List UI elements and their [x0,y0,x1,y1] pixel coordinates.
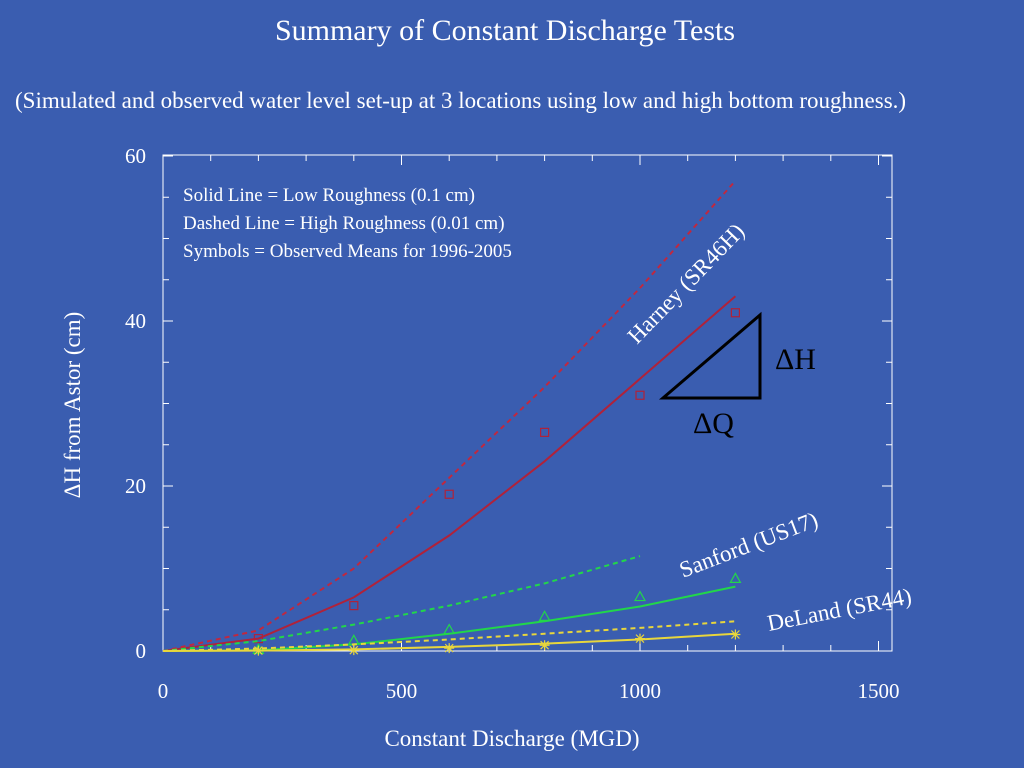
sanford-observed-point [633,590,647,602]
sanford-high-line [162,555,641,652]
harney-observed-point [444,489,454,499]
x-tick-label: 1500 [858,679,900,703]
y-tick-label: 40 [125,309,146,333]
deland-high-line [162,620,736,652]
x-tick-label: 500 [386,679,418,703]
sanford-observed-point [347,634,360,645]
harney-observed-point [253,634,263,644]
deland-observed-point [635,633,645,644]
label-deland: DeLand (SR44) [765,583,913,635]
deland-observed-point [730,629,741,640]
x-tick-label: 1000 [619,679,661,703]
sanford-observed-point [538,610,551,621]
harney-observed-point [730,308,741,318]
sanford-observed-point [729,572,742,584]
deland-observed-point [444,643,455,654]
series-layer [162,180,742,656]
legend-note-solid: Solid Line = Low Roughness (0.1 cm) [183,185,475,206]
y-tick-label: 60 [125,144,146,168]
deland-observed-point [539,640,550,651]
y-axis-label: ΔH from Astor (cm) [60,312,85,499]
legend-note-dashed: Dashed Line = High Roughness (0.01 cm) [183,213,505,234]
chart-subtitle: (Simulated and observed water level set-… [15,88,907,113]
x-axis-label: Constant Discharge (MGD) [384,726,639,751]
tick-labels: 0 500 1000 1500 0 20 40 60 [125,144,900,703]
harney-observed-point [635,390,645,400]
y-tick-label: 0 [136,639,147,663]
label-harney: Harney (SR46H) [623,219,750,349]
harney-observed-point [539,427,550,437]
x-tick-label: 0 [158,679,169,703]
slope-triangle [658,311,762,400]
deland-observed-point [348,645,359,656]
harney-observed-point [349,601,359,611]
label-sanford: Sanford (US17) [676,507,822,583]
delta-q-label: ΔQ [693,407,734,440]
y-tick-label: 20 [125,474,146,498]
sanford-low-line [162,585,736,652]
delta-h-label: ΔH [775,343,816,376]
sanford-observed-point [443,623,456,635]
chart-title: Summary of Constant Discharge Tests [274,14,736,47]
deland-observed-point [253,645,264,656]
harney-low-line [162,295,737,652]
harney-high-line [162,180,737,652]
legend-note-symbols: Symbols = Observed Means for 1996-2005 [183,241,512,262]
